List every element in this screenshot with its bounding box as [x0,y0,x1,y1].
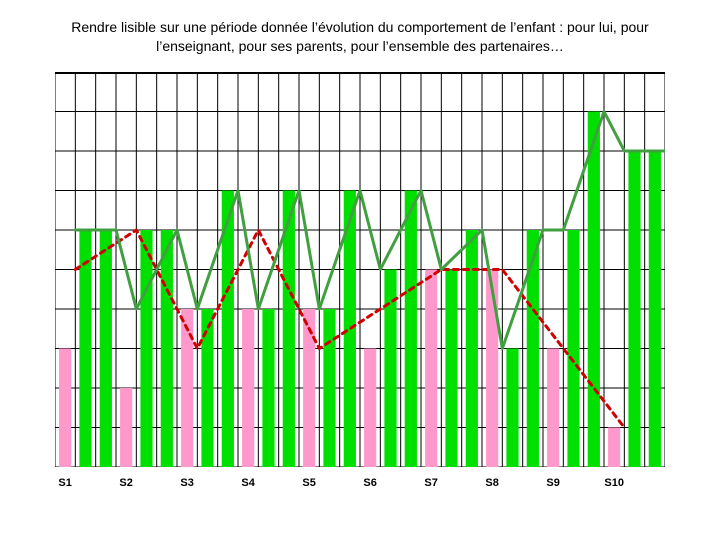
bar [201,309,213,467]
bar [303,309,315,467]
x-label: S8 [485,477,498,489]
bar [79,230,91,467]
bar [567,230,579,467]
bar [120,388,132,467]
bar [161,230,173,467]
bar [608,427,620,467]
x-label: S6 [363,477,376,489]
bar [628,151,640,467]
x-label: S10 [604,477,624,489]
bar [100,230,112,467]
bar [242,309,254,467]
bar [59,348,71,467]
x-label: S5 [302,477,315,489]
bar [588,111,600,467]
x-label: S7 [424,477,437,489]
x-label: S3 [180,477,193,489]
bar [364,348,376,467]
bar [140,230,152,467]
bar [181,309,193,467]
bar [425,269,437,467]
bar [466,230,478,467]
x-label: S9 [546,477,559,489]
bar [527,230,539,467]
bar [445,269,457,467]
bar [506,348,518,467]
x-label: S2 [119,477,132,489]
x-label: S1 [58,477,71,489]
page-title: Rendre lisible sur une période donnée l’… [0,0,720,64]
chart-area [55,72,665,467]
chart-svg [55,72,665,467]
bar [405,190,417,467]
bar [649,151,661,467]
bar [486,269,498,467]
bar [262,309,274,467]
bar [323,309,335,467]
x-label: S4 [241,477,254,489]
x-axis-labels: S1 S2 S3 S4 S5 S6 S7 S8 S9 S10 [55,477,665,497]
bar [547,348,559,467]
